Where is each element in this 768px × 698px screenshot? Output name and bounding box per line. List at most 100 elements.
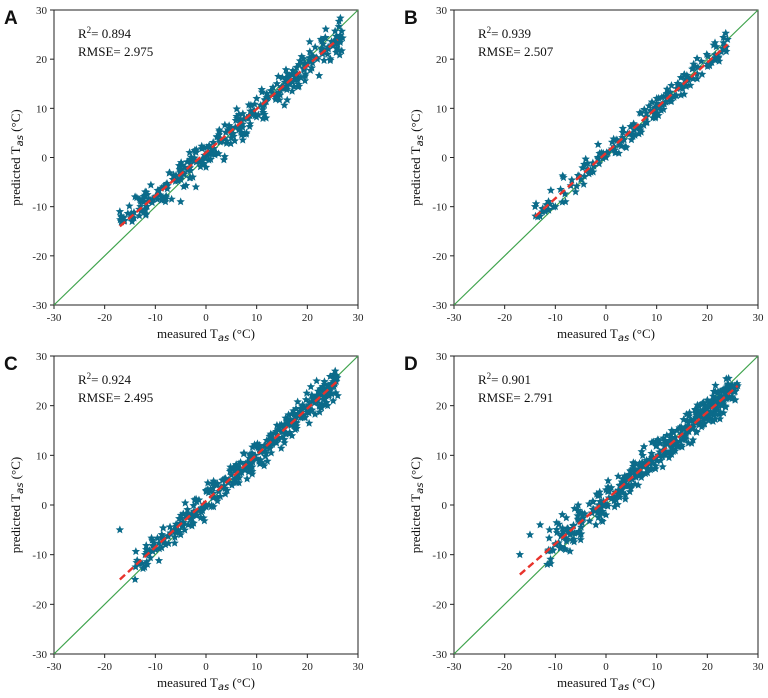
data-point — [228, 478, 238, 487]
data-point — [609, 134, 618, 143]
data-point — [562, 513, 571, 522]
y-tick-label: -10 — [432, 550, 447, 562]
data-point — [115, 207, 125, 216]
data-point — [714, 387, 723, 396]
data-point — [177, 171, 186, 180]
data-point — [239, 129, 249, 138]
data-point — [666, 430, 676, 439]
y-tick-label: 20 — [36, 54, 48, 66]
data-point — [131, 547, 141, 556]
data-point — [179, 182, 189, 191]
data-point — [330, 26, 340, 35]
y-tick-label: 30 — [36, 351, 48, 363]
data-point — [191, 510, 201, 519]
data-point — [213, 496, 222, 505]
data-point — [197, 144, 207, 153]
data-point — [328, 41, 338, 50]
data-point — [310, 409, 320, 418]
data-point — [733, 381, 742, 390]
y-tick-label: 30 — [436, 351, 448, 363]
data-point — [176, 197, 185, 206]
data-point — [570, 504, 579, 513]
data-point — [336, 13, 345, 22]
data-point — [303, 406, 312, 415]
data-point — [137, 196, 146, 205]
data-point — [292, 424, 301, 432]
data-point — [142, 541, 151, 550]
data-point — [580, 171, 589, 180]
data-point — [634, 480, 643, 489]
data-point — [280, 435, 289, 444]
data-point — [284, 429, 294, 438]
x-tick-label: -10 — [148, 661, 163, 673]
data-point — [262, 89, 271, 98]
y-tick-label: 10 — [36, 103, 48, 115]
x-tick-label: 0 — [203, 312, 209, 324]
y-tick-label: 0 — [42, 153, 48, 165]
data-point — [715, 414, 725, 423]
data-point — [282, 85, 292, 94]
data-point — [148, 547, 157, 556]
data-point — [211, 480, 221, 489]
data-point — [283, 69, 292, 78]
data-point — [260, 446, 270, 455]
data-point — [297, 52, 306, 61]
data-point — [141, 550, 150, 559]
data-point — [326, 54, 335, 63]
scatter-points — [515, 374, 742, 568]
data-point — [562, 534, 572, 543]
data-point — [576, 522, 586, 531]
data-point — [667, 81, 676, 90]
fit-line — [119, 379, 339, 581]
data-point — [146, 553, 155, 562]
x-tick-label: -10 — [148, 312, 163, 324]
data-point — [622, 143, 631, 152]
r2-text: R2= 0.901 — [478, 371, 531, 387]
data-point — [201, 500, 211, 509]
data-point — [723, 381, 732, 390]
data-point — [546, 554, 555, 563]
data-point — [652, 94, 661, 102]
data-point — [635, 461, 645, 470]
data-point — [593, 153, 603, 161]
data-point — [283, 95, 292, 104]
fit-line — [519, 384, 739, 576]
data-point — [147, 533, 156, 542]
data-point — [204, 155, 214, 164]
data-point — [627, 135, 636, 144]
data-point — [141, 187, 150, 196]
data-point — [222, 136, 231, 145]
data-point — [662, 89, 671, 98]
data-point — [132, 558, 141, 567]
data-point — [215, 125, 224, 134]
data-point — [626, 122, 635, 131]
data-point — [245, 119, 255, 128]
data-point — [568, 528, 577, 537]
data-point — [631, 473, 641, 481]
data-point — [233, 114, 242, 123]
data-point — [632, 123, 641, 132]
data-point — [313, 386, 323, 395]
fit-line — [119, 38, 339, 228]
data-point — [589, 497, 598, 506]
data-point — [331, 366, 340, 375]
data-point — [203, 478, 213, 487]
data-point — [585, 499, 594, 508]
x-tick-label: 10 — [651, 312, 663, 324]
data-point — [318, 39, 328, 48]
data-point — [305, 37, 314, 46]
data-point — [129, 207, 139, 216]
data-point — [146, 180, 156, 189]
data-point — [676, 73, 686, 82]
data-point — [667, 97, 676, 106]
data-point — [313, 54, 322, 63]
data-point — [123, 209, 133, 218]
data-point — [560, 189, 570, 198]
y-tick-label: -20 — [432, 599, 447, 611]
data-point — [591, 520, 601, 529]
data-point — [637, 469, 646, 478]
x-tick-label: -30 — [47, 312, 62, 324]
data-point — [323, 388, 332, 397]
data-point — [302, 388, 311, 397]
x-tick-label: 20 — [702, 312, 714, 324]
